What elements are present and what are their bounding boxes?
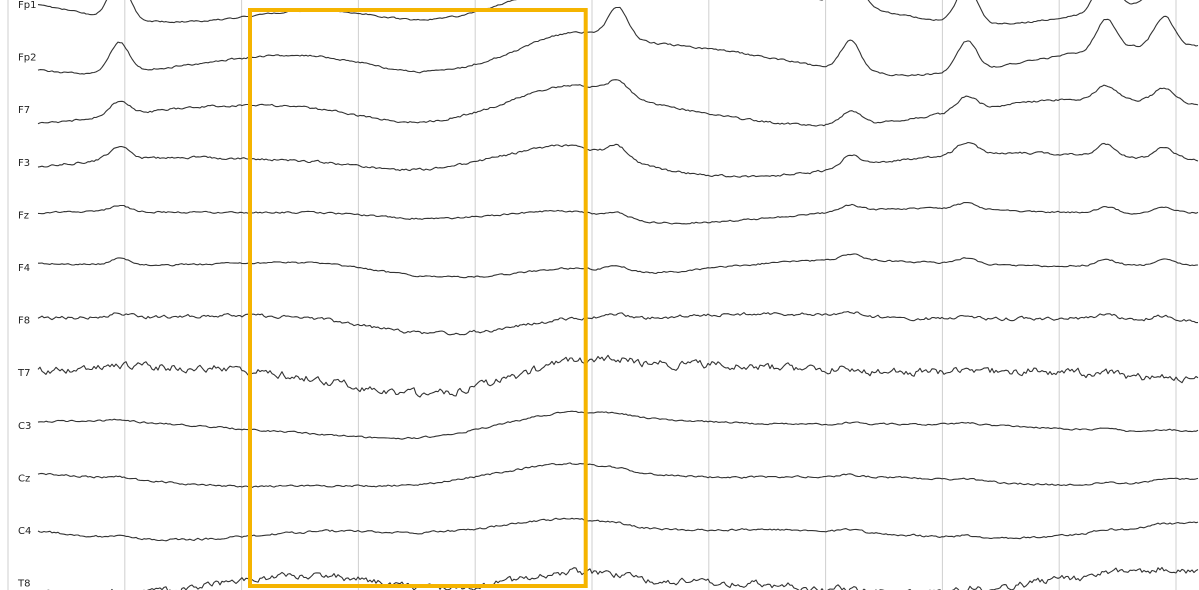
eeg-trace-fp2 [37, 6, 1199, 77]
eeg-trace-c4 [37, 517, 1199, 542]
eeg-traces [37, 0, 1199, 590]
channel-label: C4 [18, 526, 31, 537]
eeg-trace-f7 [37, 79, 1199, 127]
channel-label: Fp1 [18, 0, 36, 11]
channel-label: C3 [18, 421, 31, 432]
eeg-trace-fp1 [37, 0, 1143, 25]
selection-layer[interactable] [248, 8, 588, 588]
channel-label: Cz [18, 473, 30, 484]
channel-label: T7 [17, 368, 30, 379]
channel-label: F4 [18, 263, 30, 274]
selection-box[interactable] [248, 8, 588, 588]
channel-label: Fz [18, 210, 29, 221]
channel-label: F3 [18, 158, 30, 169]
eeg-trace-t8 [47, 566, 1199, 590]
eeg-trace-cz [37, 462, 1199, 489]
eeg-trace-t7 [37, 354, 1199, 398]
eeg-trace-f4 [38, 253, 1199, 279]
eeg-trace-f3 [37, 141, 1199, 178]
channel-label: T8 [17, 579, 30, 590]
eeg-trace-c3 [37, 410, 1199, 440]
channel-label: F7 [18, 105, 30, 116]
eeg-trace-f8 [37, 310, 1198, 336]
channel-label: Fp2 [18, 53, 36, 64]
channel-labels: Fp1 Fp2 F7 F3 Fz F4 F8 T7 C3 Cz C4 T8 [17, 0, 36, 590]
time-grid [7, 0, 1177, 590]
channel-label: F8 [18, 316, 30, 327]
eeg-trace-fz [37, 201, 1199, 225]
